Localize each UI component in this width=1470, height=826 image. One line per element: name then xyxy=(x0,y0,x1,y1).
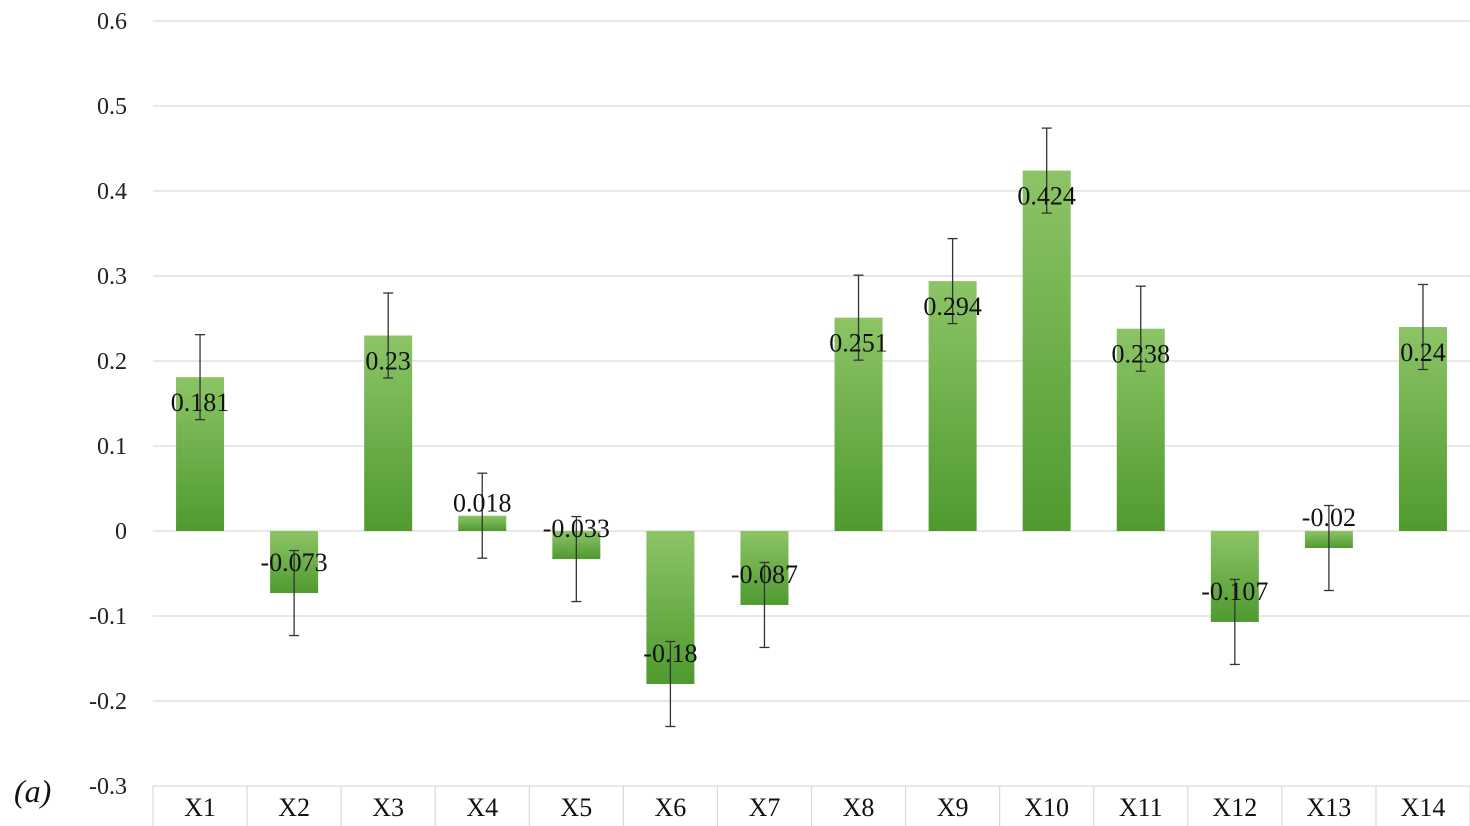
y-tick-label: -0.3 xyxy=(89,774,127,800)
category-label: X9 xyxy=(937,793,969,822)
y-tick-label: 0.5 xyxy=(97,94,127,120)
category-label: X8 xyxy=(843,793,875,822)
y-tick-label: -0.2 xyxy=(89,689,127,715)
category-label: X14 xyxy=(1401,793,1446,822)
y-tick-label: 0 xyxy=(115,519,127,545)
category-label: X12 xyxy=(1212,793,1257,822)
data-label: 0.251 xyxy=(829,329,888,358)
data-label: 0.424 xyxy=(1017,182,1076,211)
y-tick-label: -0.1 xyxy=(89,604,127,630)
y-tick-label: 0.2 xyxy=(97,349,127,375)
data-label: -0.073 xyxy=(261,548,328,577)
bar xyxy=(1022,170,1071,531)
panel-label: (a) xyxy=(14,773,51,809)
data-label: 0.181 xyxy=(171,388,230,417)
category-label: X13 xyxy=(1307,793,1352,822)
data-label: 0.23 xyxy=(365,347,411,376)
category-label: X4 xyxy=(466,793,498,822)
category-label: X1 xyxy=(184,793,216,822)
bars xyxy=(176,170,1447,684)
y-tick-label: 0.1 xyxy=(97,434,127,460)
gridlines xyxy=(153,20,1470,702)
y-tick-label: 0.6 xyxy=(97,9,127,35)
data-label: -0.033 xyxy=(543,514,610,543)
data-label: -0.18 xyxy=(643,639,697,668)
category-label: X11 xyxy=(1119,793,1163,822)
data-label: 0.294 xyxy=(923,292,982,321)
data-label: -0.107 xyxy=(1201,577,1268,606)
error-bars xyxy=(195,127,1428,728)
category-label: X2 xyxy=(278,793,310,822)
data-label: -0.087 xyxy=(731,560,798,589)
category-label: X3 xyxy=(372,793,404,822)
category-label: X10 xyxy=(1024,793,1069,822)
y-tick-label: 0.3 xyxy=(97,264,127,290)
data-label: 0.238 xyxy=(1112,340,1171,369)
data-label: 0.24 xyxy=(1400,338,1446,367)
data-label: -0.02 xyxy=(1302,503,1356,532)
x-axis-categories: X1 X2 X3 X4 X5 X6 X7 X8 X9 X10 X11 X12 X13 X14 xyxy=(152,785,1470,826)
category-label: X7 xyxy=(749,793,781,822)
category-label: X6 xyxy=(655,793,687,822)
category-label: X5 xyxy=(560,793,592,822)
y-axis-ticks: 0.6 0.5 0.4 0.3 0.2 0.1 0 -0.1 -0.2 -0.3 xyxy=(89,9,127,800)
data-labels: 0.181 -0.073 0.23 0.018 -0.033 -0.18 -0.087 0.2… xyxy=(171,182,1446,668)
data-label: 0.018 xyxy=(453,489,512,518)
y-tick-label: 0.4 xyxy=(97,179,127,205)
